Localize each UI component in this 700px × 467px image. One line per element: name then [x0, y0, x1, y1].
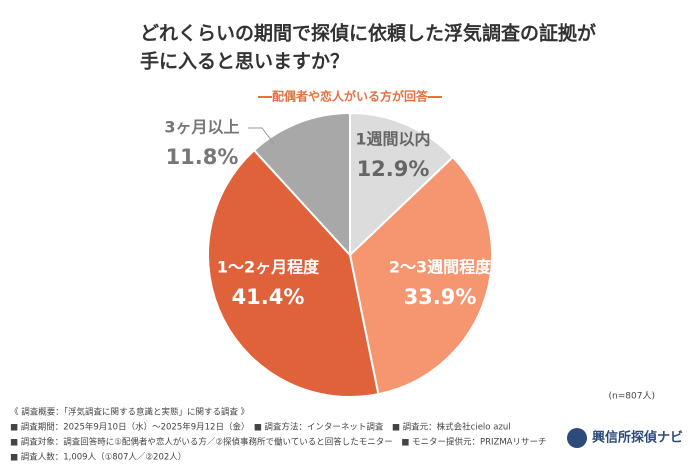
sample-size: (n=807人) — [609, 391, 655, 402]
pie-slice — [349, 111, 455, 258]
slice-value-label: 11.8% — [166, 145, 239, 169]
logo-icon — [567, 428, 587, 448]
chart-title-line: 手に入ると思いますか？ — [140, 50, 349, 73]
slice-label: 3ヶ月以上 — [164, 118, 239, 137]
chart-subtitle: 配偶者や恋人がいる方が回答 — [272, 89, 429, 104]
logo: 興信所探偵ナビ — [567, 428, 683, 448]
chart-title-line: どれくらいの期間で探偵に依頼した浮気調査の証拠が — [140, 22, 596, 45]
logo-text: 興信所探偵ナビ — [592, 430, 683, 446]
slice-label: 1〜2ヶ月程度 — [217, 258, 320, 277]
pie-slice — [348, 155, 493, 396]
survey-note: 《 調査概要：「浮気調査に関する意識と実態」に関する調査 》 — [10, 407, 249, 418]
survey-note: ■ 調査期間：2025年9月10日（水）〜2025年9月12日（金） ■ 調査方… — [10, 422, 511, 433]
leader-line — [248, 127, 276, 146]
slice-value-label: 12.9% — [357, 157, 430, 181]
slice-value-label: 33.9% — [404, 285, 477, 309]
survey-note: ■ 調査対象：調査回答時に①配偶者や恋人がいる方／②探偵事務所で働いていると回答… — [10, 437, 546, 448]
pie-slice — [252, 111, 351, 258]
survey-note: ■ 調査人数：1,009人（①807人／②202人） — [10, 452, 186, 463]
slice-label: 2〜3週間程度 — [389, 258, 492, 277]
slice-label: 1週間以内 — [355, 130, 430, 149]
slice-value-label: 41.4% — [232, 285, 305, 309]
pie-slice — [207, 148, 380, 398]
